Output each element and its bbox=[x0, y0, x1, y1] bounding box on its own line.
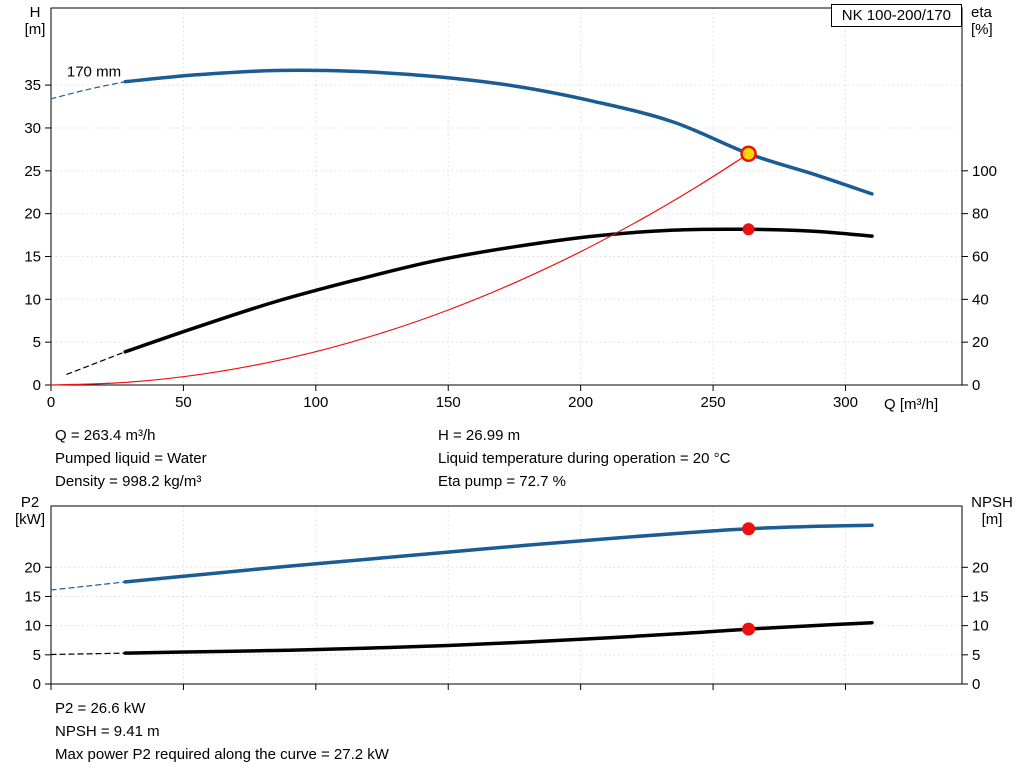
svg-text:15: 15 bbox=[24, 248, 41, 265]
svg-text:150: 150 bbox=[436, 394, 461, 411]
svg-text:20: 20 bbox=[972, 559, 989, 576]
results-block: P2 = 26.6 kW NPSH = 9.41 m Max power P2 … bbox=[55, 697, 389, 766]
result-npsh-text: NPSH = 9.41 m bbox=[55, 723, 160, 740]
efficiency-curve bbox=[123, 227, 874, 354]
svg-text:0: 0 bbox=[47, 394, 55, 411]
svg-text:30: 30 bbox=[24, 120, 41, 137]
npsh-curve-dashed-extension bbox=[50, 652, 126, 656]
svg-text:200: 200 bbox=[568, 394, 593, 411]
svg-text:25: 25 bbox=[24, 163, 41, 180]
svg-text:10: 10 bbox=[972, 618, 989, 635]
npsh-axis-label: NPSH [m] bbox=[964, 494, 1020, 528]
pump-model-label: NK 100-200/170 bbox=[830, 4, 962, 27]
svg-text:0: 0 bbox=[33, 377, 41, 394]
svg-text:20: 20 bbox=[972, 334, 989, 351]
impeller-diameter-label: 170 mm bbox=[67, 64, 121, 81]
duty-point-p2 bbox=[742, 522, 756, 536]
svg-text:15: 15 bbox=[24, 588, 41, 605]
npsh-axis-label-line1: NPSH bbox=[971, 494, 1013, 511]
h-axis-label-line1: H bbox=[29, 4, 41, 21]
pump-efficiency-text: Eta pump = 72.7 % bbox=[438, 473, 566, 490]
svg-text:20: 20 bbox=[24, 559, 41, 576]
svg-text:10: 10 bbox=[24, 618, 41, 635]
svg-text:300: 300 bbox=[833, 394, 858, 411]
eta-axis-label: eta [%] bbox=[971, 4, 1011, 38]
duty-info-left-column: Q = 263.4 m³/h Pumped liquid = Water Den… bbox=[55, 424, 207, 493]
duty-flow-text: Q = 263.4 m³/h bbox=[55, 427, 156, 444]
liquid-temperature-text: Liquid temperature during operation = 20… bbox=[438, 450, 731, 467]
system-curve bbox=[50, 153, 750, 386]
density-text: Density = 998.2 kg/m³ bbox=[55, 473, 202, 490]
svg-text:5: 5 bbox=[972, 647, 980, 664]
svg-text:60: 60 bbox=[972, 248, 989, 265]
duty-info-right-column: H = 26.99 m Liquid temperature during op… bbox=[438, 424, 730, 493]
svg-text:50: 50 bbox=[175, 394, 192, 411]
svg-text:0: 0 bbox=[972, 377, 980, 394]
p2-curve bbox=[123, 523, 874, 584]
npsh-curve bbox=[123, 620, 874, 655]
p2-axis-label-line1: P2 bbox=[20, 494, 40, 511]
svg-text:15: 15 bbox=[972, 588, 989, 605]
eta-axis-label-line1: eta bbox=[971, 4, 992, 21]
hq-chart: 0 5 10 15 20 25 30 35 0 20 40 60 80 100 0 50 100 150 200 25… bbox=[24, 7, 997, 411]
svg-text:35: 35 bbox=[24, 77, 41, 94]
p2-axis-label: P2 [kW] bbox=[8, 494, 52, 528]
svg-text:5: 5 bbox=[33, 334, 41, 351]
pump-curve-dashed-extension bbox=[50, 81, 126, 100]
svg-text:40: 40 bbox=[972, 291, 989, 308]
npsh-axis-label-line2: [m] bbox=[981, 511, 1003, 528]
p2-curve-dashed-extension bbox=[50, 581, 126, 591]
svg-text:20: 20 bbox=[24, 206, 41, 223]
svg-text:10: 10 bbox=[24, 291, 41, 308]
result-max-power-text: Max power P2 required along the curve = … bbox=[55, 746, 389, 763]
svg-text:100: 100 bbox=[972, 163, 997, 180]
p2-npsh-chart: 0 5 10 15 20 0 5 10 15 20 bbox=[24, 505, 989, 692]
svg-text:250: 250 bbox=[701, 394, 726, 411]
h-axis-label-line2: [m] bbox=[24, 21, 46, 38]
eta-axis-label-line2: [%] bbox=[971, 21, 993, 38]
svg-text:80: 80 bbox=[972, 206, 989, 223]
pumped-liquid-text: Pumped liquid = Water bbox=[55, 450, 207, 467]
svg-text:0: 0 bbox=[972, 676, 980, 692]
duty-point-head bbox=[740, 145, 757, 162]
svg-text:0: 0 bbox=[33, 676, 41, 692]
duty-point-npsh bbox=[742, 622, 756, 636]
p2-axis-label-line2: [kW] bbox=[15, 511, 45, 528]
result-p2-text: P2 = 26.6 kW bbox=[55, 700, 146, 717]
pump-curve-170mm bbox=[123, 68, 874, 196]
duty-point-efficiency bbox=[742, 223, 755, 236]
q-axis-label: Q [m³/h] bbox=[884, 396, 939, 413]
svg-text:5: 5 bbox=[33, 647, 41, 664]
duty-head-text: H = 26.99 m bbox=[438, 427, 521, 444]
h-axis-label: H [m] bbox=[16, 4, 54, 38]
svg-text:100: 100 bbox=[303, 394, 328, 411]
efficiency-curve-dashed-extension bbox=[66, 351, 126, 375]
